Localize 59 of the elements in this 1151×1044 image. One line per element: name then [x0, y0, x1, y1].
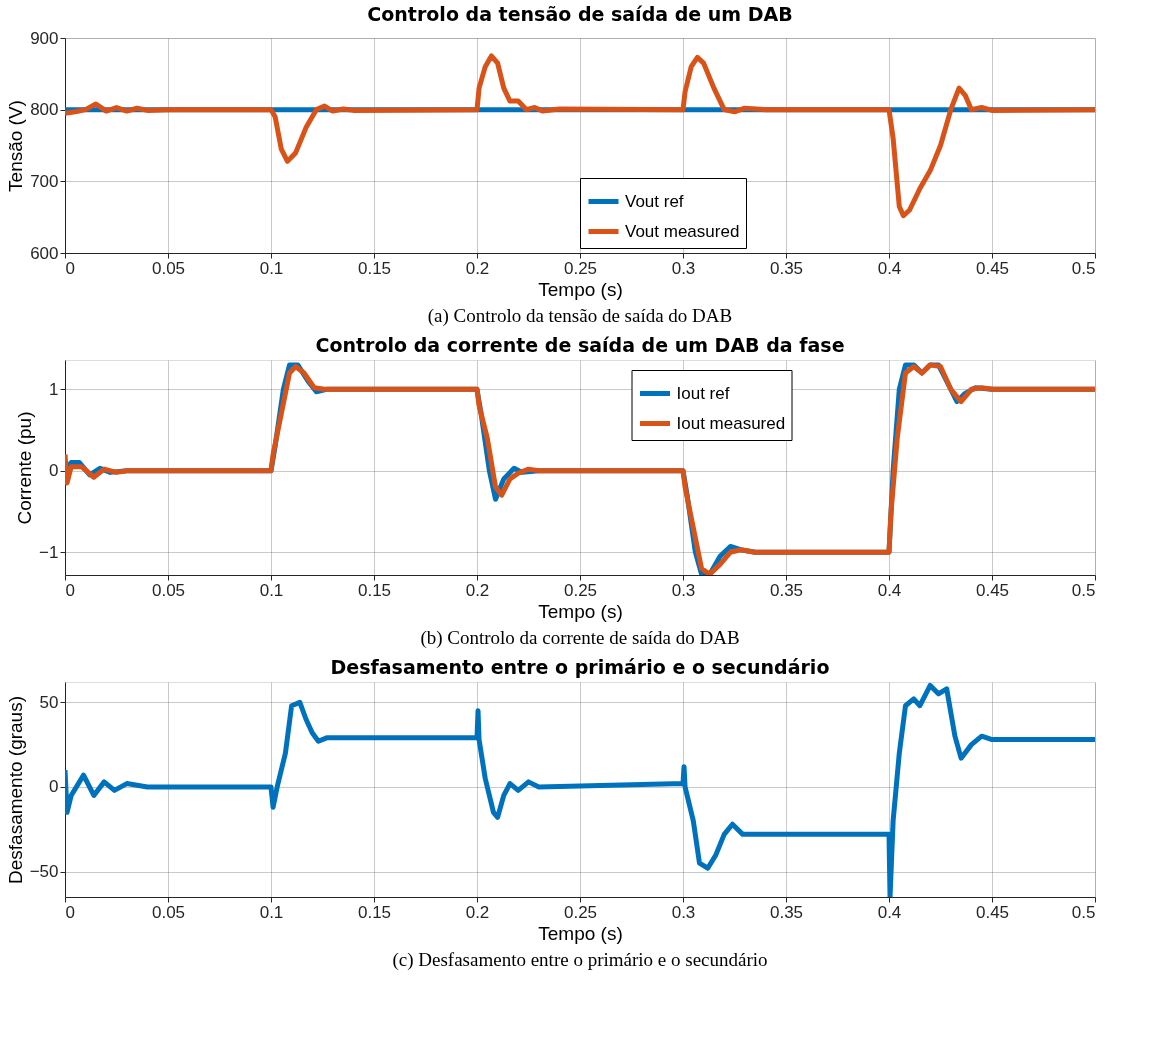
x-tick-label: 0: [65, 902, 75, 922]
legend-label: Vout ref: [625, 191, 684, 211]
chart-title: Controlo da corrente de saída de um DAB da fase: [315, 334, 845, 356]
x-tick-label: 0.35: [769, 258, 804, 278]
x-tick-label: 0.2: [465, 580, 490, 600]
y-tick-label: 900: [30, 28, 59, 48]
legend-label: Iout measured: [676, 413, 786, 433]
x-tick-label: 0.35: [769, 580, 804, 600]
y-tick-label: 0: [49, 777, 59, 797]
x-tick-label: 0.35: [769, 902, 804, 922]
x-axis-title: Tempo (s): [538, 922, 623, 944]
x-tick-label: 0.45: [975, 258, 1010, 278]
x-tick-label: 0.3: [671, 902, 696, 922]
x-tick-label: 0.45: [975, 580, 1010, 600]
x-axis-title: Tempo (s): [538, 600, 623, 622]
text: (c) Desfasamento entre o primário e o secundário: [392, 949, 768, 971]
y-tick-label: 1: [49, 379, 59, 399]
y-axis-title: Tensão (V): [5, 100, 27, 192]
x-tick-label: 0.05: [151, 580, 186, 600]
x-tick-label: 0.25: [563, 580, 598, 600]
x-axis-title: Tempo (s): [538, 278, 623, 300]
x-tick-label: 0: [65, 580, 75, 600]
y-tick-label: −50: [29, 862, 59, 882]
y-tick-label: 0: [49, 461, 59, 481]
x-tick-label: 0.3: [671, 580, 696, 600]
x-tick-label: 0.25: [563, 902, 598, 922]
x-tick-label: 0.2: [465, 258, 490, 278]
x-tick-label: 0.5: [1071, 258, 1096, 278]
x-tick-label: 0: [65, 258, 75, 278]
x-tick-label: 0.1: [259, 258, 284, 278]
legend-label: Iout ref: [676, 383, 730, 403]
chart-title: Controlo da tensão de saída de um DAB: [367, 3, 793, 25]
x-tick-label: 0.45: [975, 902, 1010, 922]
text: (a) Controlo da tensão de saída do DAB: [427, 305, 733, 327]
y-tick-label: 600: [30, 243, 59, 263]
y-tick-label: 50: [39, 692, 59, 712]
x-tick-label: 0.1: [259, 580, 284, 600]
text: (b) Controlo da corrente de saída do DAB: [420, 627, 740, 649]
legend-label: Vout measured: [625, 221, 740, 241]
y-tick-label: 800: [30, 100, 59, 120]
x-tick-label: 0.15: [357, 580, 392, 600]
y-axis-title: Corrente (pu): [14, 411, 36, 525]
x-tick-label: 0.15: [357, 258, 392, 278]
x-tick-label: 0.5: [1071, 902, 1096, 922]
x-tick-label: 0.1: [259, 902, 284, 922]
y-axis-title: Desfasamento (graus): [4, 696, 26, 884]
x-tick-label: 0.5: [1071, 580, 1096, 600]
x-tick-label: 0.4: [877, 258, 902, 278]
x-tick-label: 0.4: [877, 902, 902, 922]
x-tick-label: 0.4: [877, 580, 902, 600]
chart-title: Desfasamento entre o primário e o secundário: [330, 656, 830, 678]
x-tick-label: 0.15: [357, 902, 392, 922]
y-tick-label: −1: [39, 542, 59, 562]
x-tick-label: 0.3: [671, 258, 696, 278]
y-tick-label: 700: [30, 171, 59, 191]
x-tick-label: 0.25: [563, 258, 598, 278]
x-tick-label: 0.05: [151, 258, 186, 278]
x-tick-label: 0.05: [151, 902, 186, 922]
x-tick-label: 0.2: [465, 902, 490, 922]
